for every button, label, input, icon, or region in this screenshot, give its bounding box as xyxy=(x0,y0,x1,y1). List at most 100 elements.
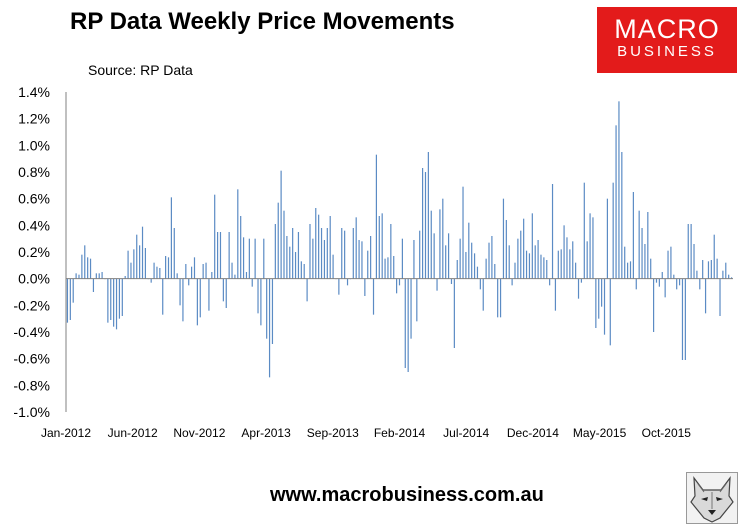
price-bar xyxy=(268,278,271,378)
price-bar xyxy=(191,266,193,279)
price-bar xyxy=(95,273,97,279)
price-bar xyxy=(205,262,207,279)
price-bar xyxy=(410,278,412,339)
price-bar xyxy=(624,246,626,279)
price-bar xyxy=(89,258,92,279)
price-bar xyxy=(453,278,455,348)
price-bar xyxy=(133,249,135,279)
price-bar xyxy=(473,253,476,279)
price-bar xyxy=(537,240,539,279)
price-bar xyxy=(110,278,112,320)
price-bar xyxy=(627,262,629,279)
price-bar xyxy=(422,168,424,279)
price-bar xyxy=(531,213,533,279)
price-bar xyxy=(404,278,406,368)
price-bar xyxy=(713,234,715,279)
price-bar xyxy=(344,230,346,279)
price-bar xyxy=(707,261,710,279)
logo-word-business: BUSINESS xyxy=(617,43,717,60)
price-bar xyxy=(534,245,536,279)
price-bar xyxy=(179,278,181,306)
price-bar xyxy=(332,254,334,279)
price-bar xyxy=(722,270,724,279)
price-bar xyxy=(66,278,69,323)
price-bar xyxy=(667,250,669,279)
price-bar xyxy=(248,238,250,279)
price-bar xyxy=(459,238,461,279)
price-bar xyxy=(266,278,268,339)
price-bar xyxy=(476,266,479,279)
price-bar xyxy=(144,248,146,279)
price-bar xyxy=(427,152,429,279)
price-bar xyxy=(378,216,380,279)
price-bar xyxy=(214,194,216,279)
price-bar xyxy=(612,182,614,279)
price-bar xyxy=(508,245,510,279)
y-tick-label: 1.0% xyxy=(18,137,50,153)
x-tick-label: Sep-2013 xyxy=(307,426,359,440)
price-bar xyxy=(231,262,233,279)
price-bar xyxy=(280,170,282,279)
price-bar xyxy=(107,278,109,323)
price-bar xyxy=(156,266,158,279)
price-bar xyxy=(572,241,574,279)
x-axis-ticks: Jan-2012 Jun-2012 Nov-2012 Apr-2013 Sep-2013… xyxy=(41,426,691,440)
price-bar xyxy=(673,274,675,279)
price-bar xyxy=(326,228,328,279)
price-bar xyxy=(358,240,360,279)
price-bar xyxy=(182,278,184,322)
price-bar xyxy=(419,230,421,279)
macrobusiness-logo[interactable]: MACRO BUSINESS xyxy=(597,7,737,73)
price-bar xyxy=(690,224,692,279)
price-bar xyxy=(684,278,686,360)
price-bar xyxy=(101,272,103,279)
price-bar xyxy=(653,278,655,332)
price-bar xyxy=(130,262,132,279)
chart-source: Source: RP Data xyxy=(88,62,193,78)
price-bar xyxy=(592,217,594,279)
price-bar xyxy=(254,238,256,279)
price-bar xyxy=(551,184,554,279)
price-bar xyxy=(514,262,516,279)
price-bar xyxy=(702,260,704,279)
x-tick-label: Jun-2012 xyxy=(108,426,158,440)
price-bar xyxy=(315,208,317,279)
price-bar xyxy=(69,278,71,320)
price-bar xyxy=(306,278,308,302)
price-bar xyxy=(664,278,666,298)
price-bar xyxy=(136,234,138,279)
price-bar xyxy=(193,257,196,279)
price-bar xyxy=(528,253,531,279)
price-bar xyxy=(121,278,123,316)
website-url[interactable]: www.macrobusiness.com.au xyxy=(270,484,544,506)
bar-series xyxy=(66,101,733,378)
price-bar xyxy=(471,242,473,279)
price-bar xyxy=(505,220,507,279)
price-bar xyxy=(644,244,646,279)
price-bar xyxy=(436,278,438,291)
price-bar xyxy=(393,256,395,279)
y-tick-label: 0.2% xyxy=(18,244,50,260)
x-tick-label: Apr-2013 xyxy=(241,426,291,440)
chart-title: RP Data Weekly Price Movements xyxy=(70,8,455,35)
price-bar xyxy=(283,210,285,279)
price-bar xyxy=(202,264,204,279)
price-bar xyxy=(730,277,733,279)
price-bar xyxy=(384,258,386,279)
price-bar xyxy=(219,232,222,279)
price-bar xyxy=(199,278,201,318)
price-bar xyxy=(170,197,172,279)
price-bar xyxy=(635,278,637,290)
price-bar xyxy=(289,246,291,279)
price-bar xyxy=(638,210,640,279)
price-bar xyxy=(251,278,253,287)
price-bar xyxy=(517,238,519,279)
price-bar xyxy=(234,274,236,279)
price-bar xyxy=(176,273,178,279)
price-bar xyxy=(141,226,144,279)
price-bar xyxy=(87,257,89,279)
price-bar xyxy=(569,249,571,279)
price-bar xyxy=(367,250,369,279)
price-bar xyxy=(424,172,427,279)
price-bar xyxy=(222,278,224,302)
